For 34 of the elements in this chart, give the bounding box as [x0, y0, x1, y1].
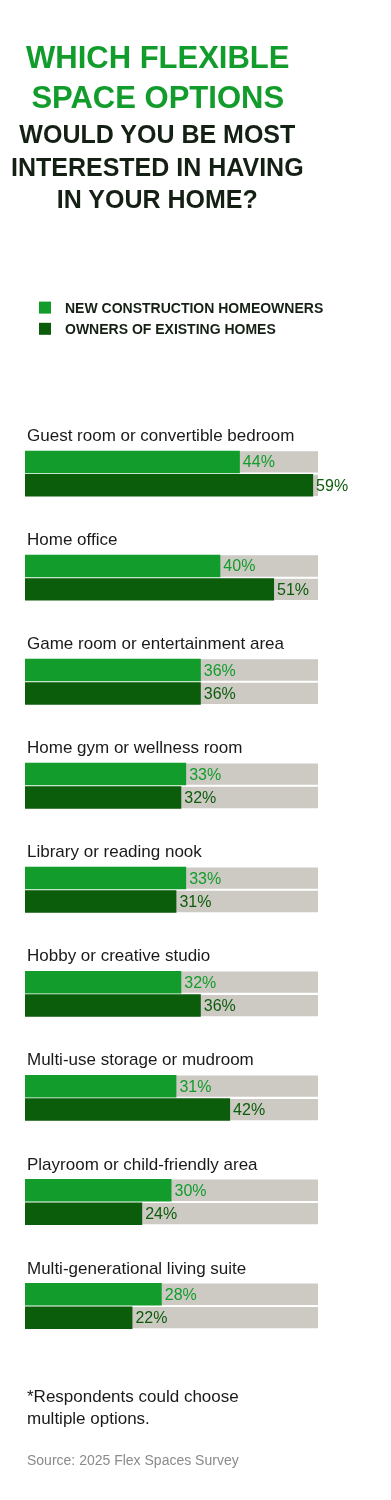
y-tick-label: Multi-generational living suite: [27, 1259, 247, 1278]
data-label: 28%: [164, 1285, 197, 1303]
y-tick-label: Home office: [27, 530, 118, 549]
legend-label: NEW CONSTRUCTION HOMEOWNERS: [65, 300, 324, 317]
data-label: 42%: [233, 1101, 266, 1119]
data-label: 40%: [223, 557, 256, 575]
y-tick-label: Playroom or child-friendly area: [27, 1155, 259, 1174]
data-label: 24%: [145, 1205, 178, 1223]
text: *Respondents could choose multiple options.: [27, 1387, 239, 1429]
data-label: 36%: [203, 684, 236, 702]
data-label: 59%: [316, 476, 349, 494]
bar: [25, 474, 314, 497]
data-label: 32%: [184, 788, 217, 806]
source-note: Source: 2025 Flex Spaces Survey: [27, 1452, 239, 1468]
data-label: 44%: [242, 453, 275, 471]
y-tick-label: Game room or entertainment area: [27, 634, 285, 653]
data-label: 22%: [135, 1309, 168, 1327]
y-tick-label: Library or reading nook: [27, 842, 203, 861]
chart-title: WHICH FLEXIBLE SPACE OPTIONS: [26, 40, 290, 116]
y-tick-label: Multi-use storage or mudroom: [27, 1050, 254, 1069]
data-label: 51%: [277, 580, 310, 598]
legend-label: OWNERS OF EXISTING HOMES: [65, 321, 276, 338]
data-label: 36%: [203, 997, 236, 1015]
data-label: 33%: [189, 765, 222, 783]
chart-subtitle: WOULD YOU BE MOST INTERESTED IN HAVING IN YOUR HOME?: [11, 120, 304, 213]
data-label: 31%: [179, 1077, 212, 1095]
data-label: 33%: [189, 869, 222, 887]
data-label: 32%: [184, 973, 217, 991]
data-label: 36%: [203, 661, 236, 679]
data-label: 30%: [174, 1181, 207, 1199]
y-tick-label: Home gym or wellness room: [27, 738, 243, 757]
data-label: 31%: [179, 893, 212, 911]
y-tick-label: Guest room or convertible bedroom: [27, 426, 295, 445]
y-tick-label: Hobby or creative studio: [27, 946, 211, 965]
